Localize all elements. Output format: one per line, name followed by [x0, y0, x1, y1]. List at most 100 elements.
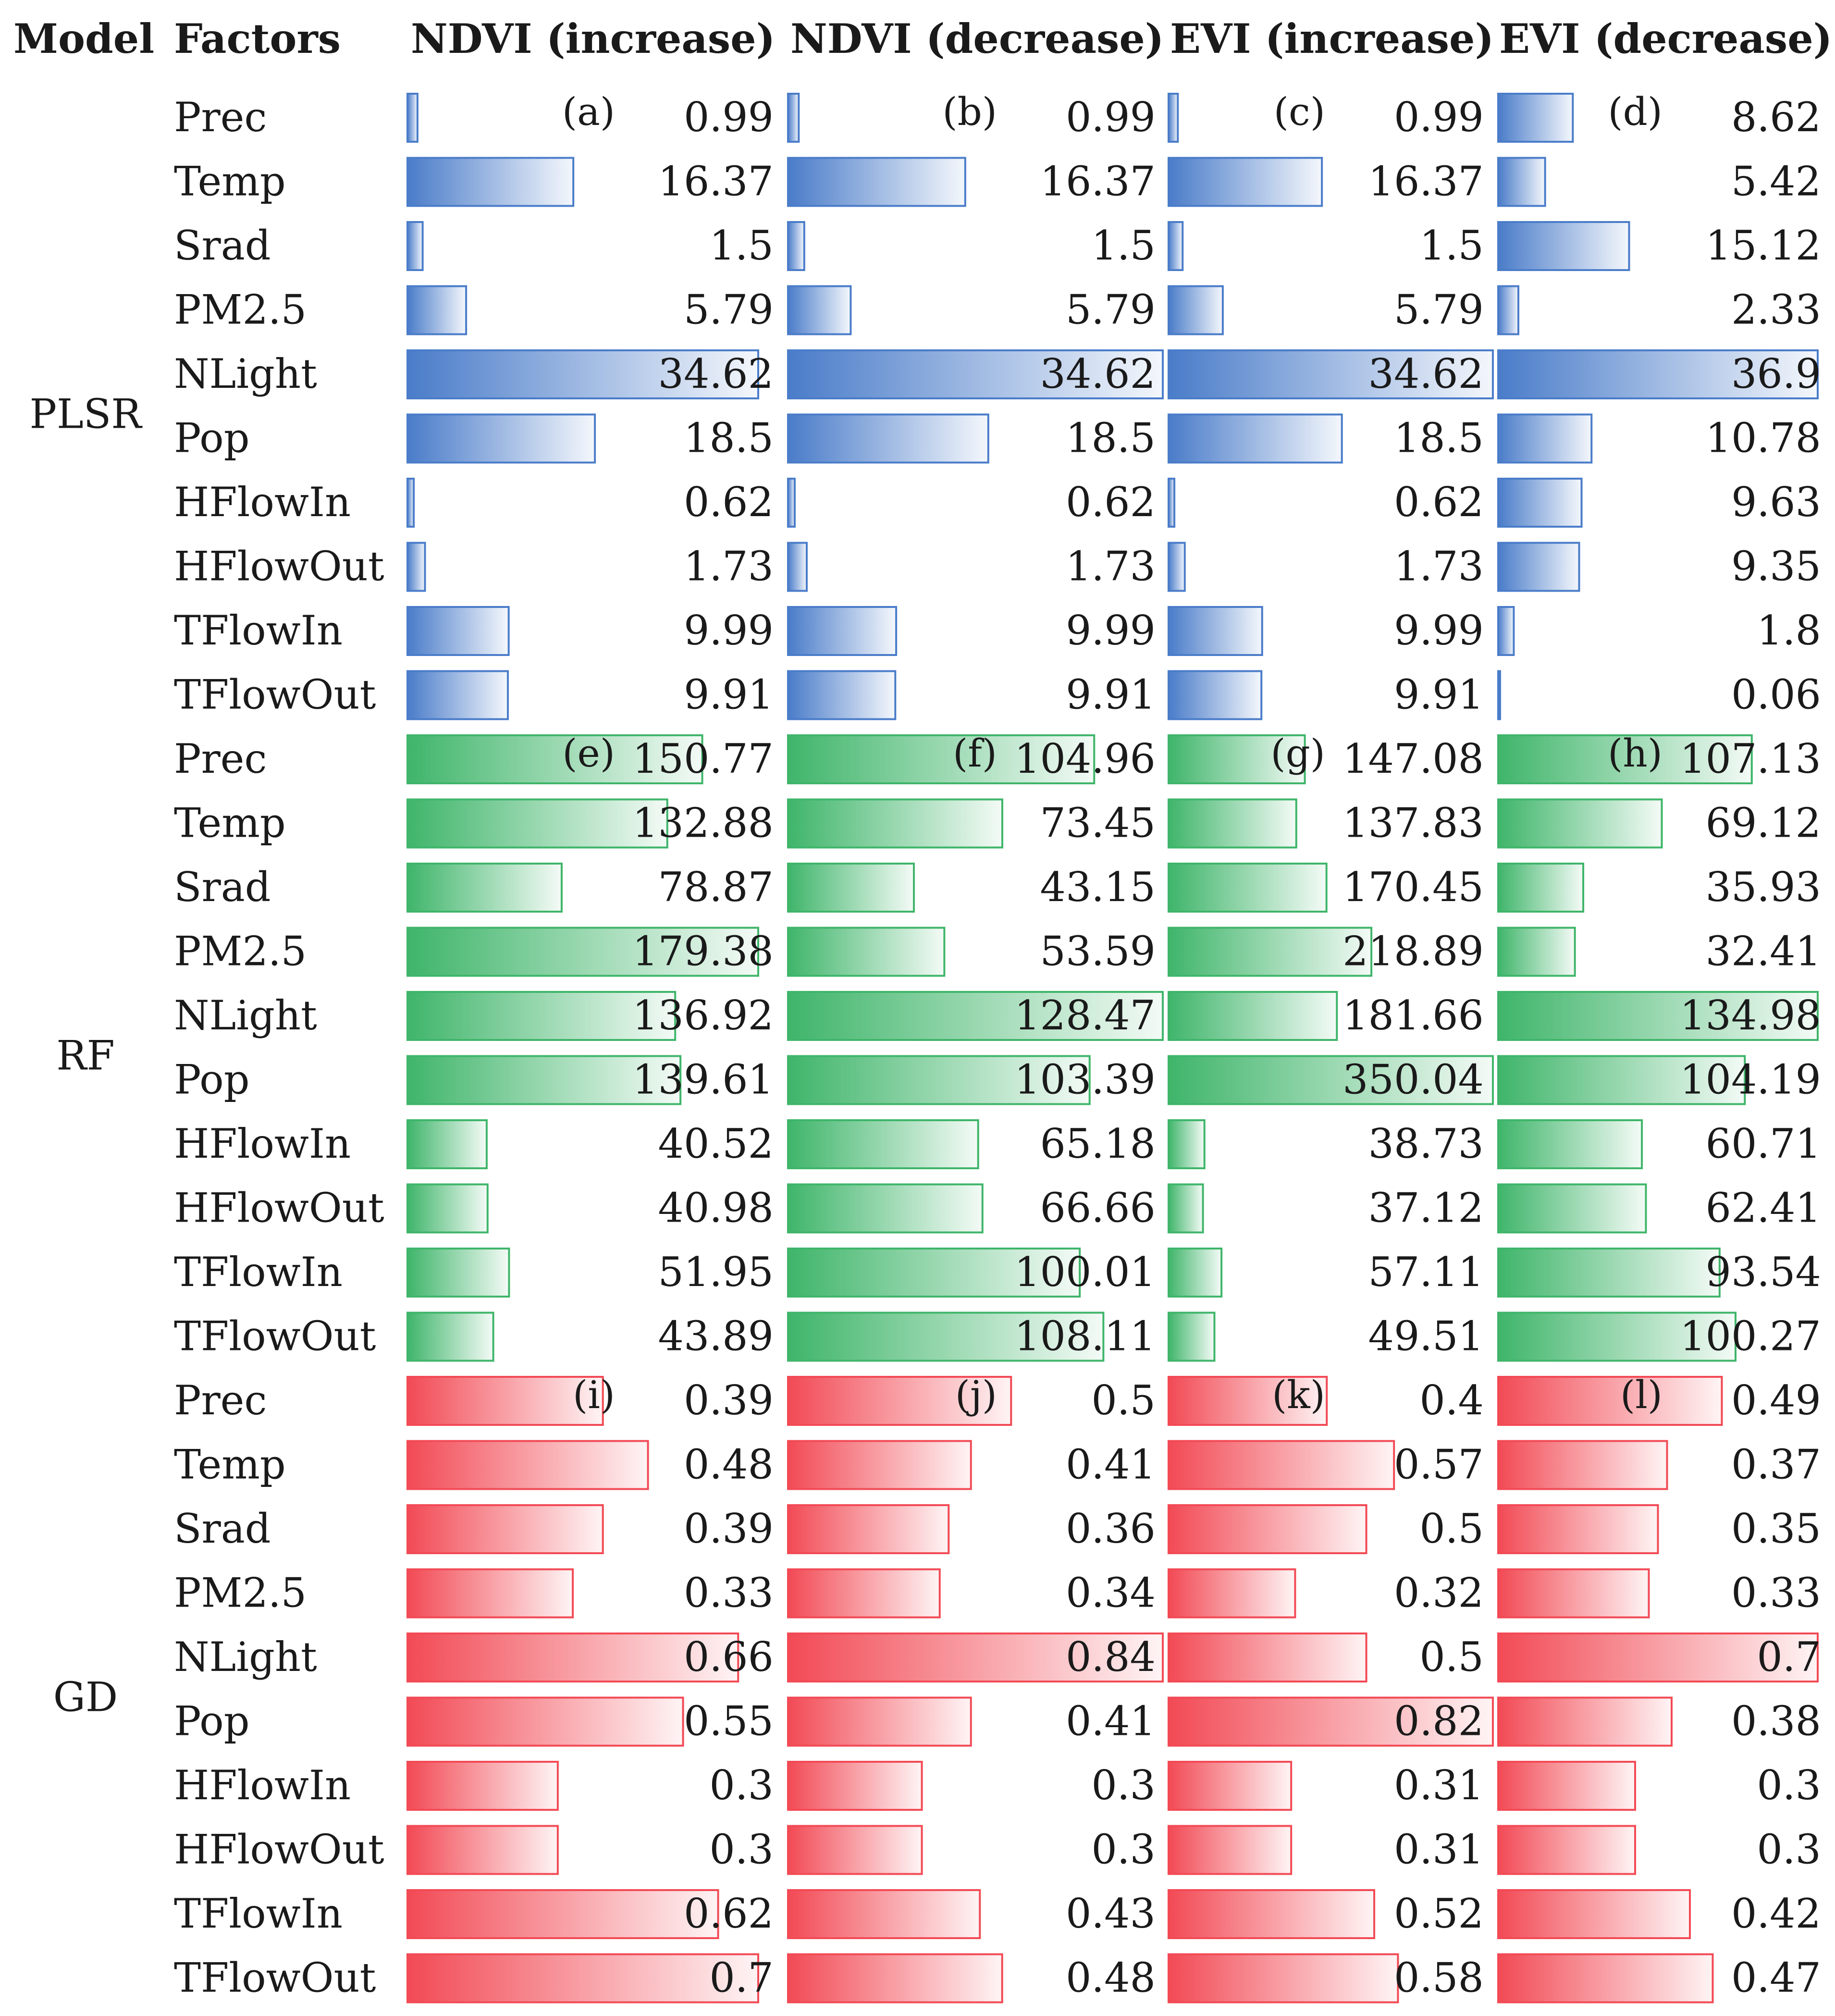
bar-rf-ndvi-decrease-prec	[787, 734, 1096, 784]
bar-rf-evi-decrease-tflowout	[1497, 1311, 1736, 1362]
bar-gd-evi-decrease-prec	[1497, 1376, 1723, 1426]
value-label-rf-ndvi-increase-hflowin: 40.52	[658, 1120, 774, 1167]
value-label-rf-ndvi-decrease-hflowin: 65.18	[1040, 1120, 1156, 1167]
value-label-plsr-evi-increase-hflowin: 0.62	[1394, 479, 1484, 526]
factor-label-gd-pop: Pop	[174, 1698, 249, 1745]
bar-rf-evi-increase-tflowout	[1168, 1311, 1216, 1362]
factor-label-gd-tflowout: TFlowOut	[174, 1954, 376, 2002]
bar-gd-ndvi-increase-tflowout	[406, 1953, 759, 2004]
bar-plsr-evi-increase-prec	[1168, 93, 1179, 143]
bar-rf-evi-increase-temp	[1168, 798, 1297, 849]
header-model: Model	[13, 15, 154, 62]
factor-label-plsr-prec: Prec	[174, 94, 267, 141]
bar-gd-evi-increase-srad	[1168, 1504, 1367, 1554]
bar-gd-ndvi-decrease-tflowout	[787, 1953, 1003, 2004]
factor-label-plsr-pm2-5: PM2.5	[174, 286, 307, 334]
bar-plsr-evi-increase-temp	[1168, 157, 1323, 207]
panels-layer: (a) (b) (c) (d) (e) (f) (g) (h) (i) (j) (k) (l)	[562, 89, 1663, 1417]
value-label-plsr-evi-increase-hflowout: 1.73	[1394, 543, 1484, 590]
value-label-rf-ndvi-decrease-temp: 73.45	[1040, 800, 1156, 847]
factor-label-gd-prec: Prec	[174, 1377, 267, 1424]
bar-plsr-ndvi-increase-hflowin	[406, 478, 415, 528]
value-label-gd-evi-increase-pm2-5: 0.32	[1394, 1570, 1484, 1617]
value-label-gd-ndvi-increase-temp: 0.48	[684, 1441, 774, 1488]
value-label-plsr-ndvi-decrease-hflowout: 1.73	[1066, 543, 1156, 590]
model-label-gd: GD	[53, 1674, 118, 1721]
header-ndvi-increase: NDVI (increase)	[411, 15, 775, 62]
bar-gd-evi-decrease-pm2-5	[1497, 1568, 1650, 1619]
bar-gd-evi-increase-prec	[1168, 1376, 1328, 1426]
bar-gd-ndvi-increase-hflowin	[406, 1761, 559, 1811]
factor-label-rf-pm2-5: PM2.5	[174, 928, 307, 975]
bar-rf-evi-increase-hflowout	[1168, 1183, 1204, 1234]
bar-plsr-ndvi-increase-tflowin	[406, 606, 510, 656]
bar-plsr-evi-increase-pop	[1168, 413, 1343, 464]
value-label-plsr-evi-decrease-pm2-5: 2.33	[1731, 286, 1821, 334]
factor-label-plsr-srad: Srad	[174, 222, 271, 269]
value-label-rf-evi-increase-prec: 147.08	[1342, 735, 1484, 782]
bar-plsr-evi-increase-hflowout	[1168, 542, 1186, 592]
factor-label-rf-temp: Temp	[174, 800, 286, 847]
bar-gd-evi-decrease-hflowin	[1497, 1761, 1636, 1811]
value-label-plsr-ndvi-decrease-pm2-5: 5.79	[1066, 286, 1156, 334]
value-label-gd-evi-decrease-hflowout: 0.3	[1757, 1826, 1821, 1873]
bar-gd-evi-increase-pm2-5	[1168, 1568, 1296, 1619]
value-label-rf-evi-decrease-hflowin: 60.71	[1706, 1120, 1821, 1167]
value-label-gd-evi-decrease-tflowout: 0.47	[1731, 1954, 1821, 2002]
value-label-plsr-evi-decrease-srad: 15.12	[1706, 222, 1821, 269]
factor-label-rf-tflowin: TFlowIn	[174, 1249, 343, 1296]
bar-plsr-ndvi-decrease-hflowin	[787, 478, 796, 528]
value-label-rf-ndvi-decrease-tflowout: 108.11	[1014, 1313, 1156, 1360]
bar-plsr-ndvi-decrease-pm2-5	[787, 285, 852, 335]
bar-rf-ndvi-decrease-hflowout	[787, 1183, 984, 1234]
bar-plsr-ndvi-decrease-prec	[787, 93, 800, 143]
bar-gd-evi-decrease-srad	[1497, 1504, 1659, 1554]
bar-gd-evi-increase-nlight	[1168, 1633, 1367, 1682]
value-label-gd-ndvi-decrease-tflowout: 0.48	[1066, 1954, 1156, 2002]
value-label-plsr-evi-increase-nlight: 34.62	[1368, 350, 1484, 397]
factor-label-gd-tflowin: TFlowIn	[174, 1890, 343, 1937]
bar-plsr-ndvi-increase-nlight	[406, 349, 759, 399]
bar-rf-ndvi-decrease-temp	[787, 798, 1003, 849]
factor-label-rf-prec: Prec	[174, 735, 267, 782]
bar-rf-ndvi-increase-pop	[406, 1055, 682, 1105]
bar-plsr-ndvi-increase-srad	[406, 221, 424, 271]
bar-plsr-ndvi-increase-pm2-5	[406, 285, 468, 335]
bar-rf-ndvi-decrease-tflowin	[787, 1248, 1081, 1298]
header-ndvi-decrease: NDVI (decrease)	[790, 15, 1164, 62]
value-label-rf-evi-decrease-tflowin: 93.54	[1706, 1249, 1821, 1296]
value-label-gd-evi-decrease-nlight: 0.7	[1757, 1633, 1821, 1681]
bar-gd-evi-increase-hflowout	[1168, 1825, 1293, 1875]
panel-label-a: (a)	[562, 89, 615, 134]
bar-plsr-evi-increase-tflowin	[1168, 606, 1263, 656]
value-label-plsr-evi-decrease-nlight: 36.9	[1731, 350, 1821, 397]
value-label-plsr-ndvi-decrease-nlight: 34.62	[1040, 350, 1156, 397]
value-label-rf-evi-decrease-hflowout: 62.41	[1706, 1185, 1821, 1232]
bar-rf-evi-decrease-tflowin	[1497, 1248, 1721, 1298]
bar-rf-ndvi-decrease-pop	[787, 1055, 1091, 1105]
factor-label-gd-hflowout: HFlowOut	[174, 1826, 384, 1873]
bar-gd-ndvi-decrease-pm2-5	[787, 1568, 941, 1619]
value-label-plsr-ndvi-decrease-srad: 1.5	[1091, 222, 1156, 269]
panel-label-f: (f)	[953, 731, 997, 776]
value-label-gd-ndvi-increase-srad: 0.39	[684, 1505, 774, 1552]
bar-gd-evi-decrease-tflowout	[1497, 1953, 1714, 2004]
value-label-rf-evi-decrease-pm2-5: 32.41	[1706, 928, 1821, 975]
value-label-rf-ndvi-increase-pm2-5: 179.38	[632, 928, 774, 975]
bar-gd-evi-increase-tflowin	[1168, 1889, 1376, 1939]
value-label-rf-ndvi-decrease-tflowin: 100.01	[1014, 1249, 1156, 1296]
value-label-gd-ndvi-decrease-tflowin: 0.43	[1066, 1890, 1156, 1937]
value-label-rf-ndvi-decrease-pop: 103.39	[1014, 1056, 1156, 1103]
bar-rf-ndvi-decrease-pm2-5	[787, 927, 946, 977]
factor-label-plsr-temp: Temp	[174, 158, 286, 205]
panel-label-h: (h)	[1608, 731, 1663, 776]
value-label-plsr-ndvi-decrease-prec: 0.99	[1066, 94, 1156, 141]
bar-rf-ndvi-decrease-srad	[787, 863, 915, 913]
bar-gd-ndvi-increase-prec	[406, 1376, 604, 1426]
bar-plsr-ndvi-decrease-temp	[787, 157, 966, 207]
value-label-plsr-evi-decrease-hflowout: 9.35	[1731, 543, 1821, 590]
value-label-plsr-ndvi-increase-tflowout: 9.91	[684, 671, 774, 718]
bar-rf-evi-decrease-temp	[1497, 798, 1663, 849]
bar-rf-evi-increase-prec	[1168, 734, 1306, 784]
bar-rf-evi-decrease-pm2-5	[1497, 927, 1576, 977]
